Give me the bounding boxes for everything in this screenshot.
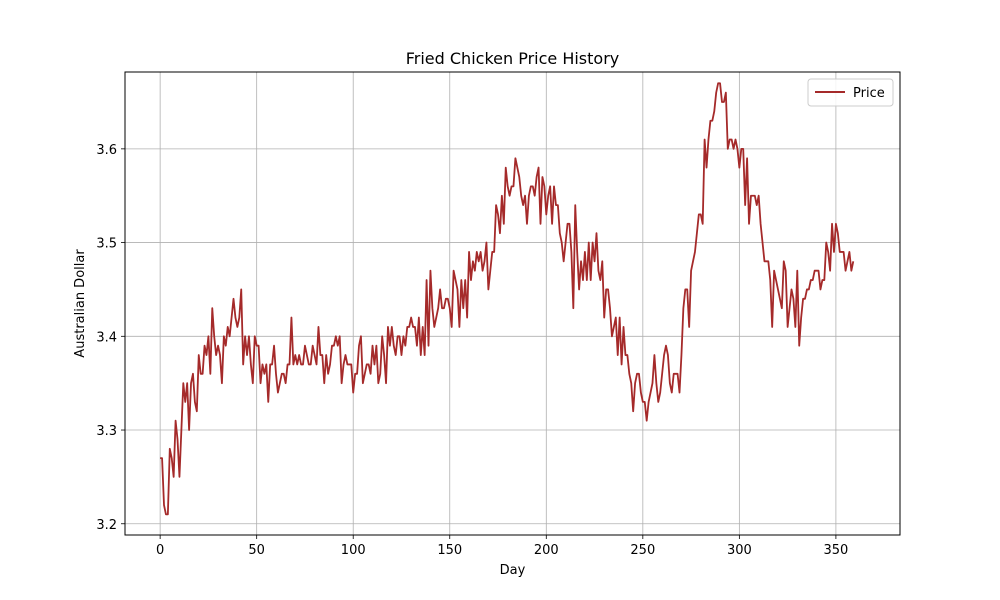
x-tick-label: 250 (630, 543, 655, 558)
y-axis-title: Australian Dollar (73, 249, 88, 358)
x-tick-label: 0 (156, 543, 164, 558)
y-tick-label: 3.5 (96, 237, 117, 252)
y-tick-label: 3.6 (96, 143, 117, 158)
x-tick-label: 300 (727, 543, 752, 558)
legend-label: Price (853, 86, 885, 101)
y-tick-label: 3.3 (96, 424, 117, 439)
x-tick-label: 100 (341, 543, 366, 558)
x-tick-label: 50 (248, 543, 265, 558)
x-tick-label: 150 (437, 543, 462, 558)
x-axis-title: Day (500, 563, 526, 578)
legend: Price (808, 79, 893, 106)
x-tick-label: 200 (534, 543, 559, 558)
y-tick-label: 3.4 (96, 330, 117, 345)
x-tick-label: 350 (823, 543, 848, 558)
chart-title: Fried Chicken Price History (406, 49, 620, 68)
y-tick-label: 3.2 (96, 518, 117, 533)
